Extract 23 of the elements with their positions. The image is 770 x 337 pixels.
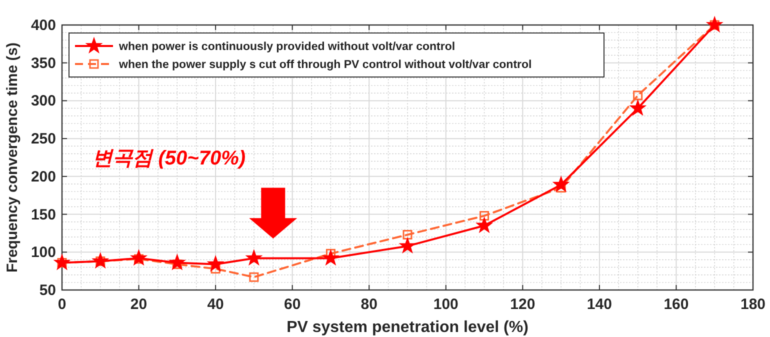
y-tick-label: 200 — [30, 168, 56, 186]
y-axis-title: Frequency convergence time (s) — [4, 42, 21, 273]
y-tick-label: 50 — [39, 282, 56, 299]
x-tick-label: 180 — [740, 296, 766, 313]
x-tick-label: 100 — [433, 296, 458, 313]
x-tick-label: 160 — [664, 296, 689, 313]
y-tick-label: 400 — [30, 17, 56, 34]
y-tick-label: 250 — [30, 130, 56, 148]
y-tick-label: 150 — [30, 206, 56, 224]
x-tick-label: 120 — [510, 296, 536, 313]
legend-label: when the power supply s cut off through PV control without volt/var control — [118, 59, 532, 71]
y-tick-label: 300 — [30, 92, 56, 110]
y-tick-label: 350 — [30, 54, 56, 72]
legend-label: when power is continuously provided without volt/var control — [118, 41, 456, 53]
x-tick-label: 140 — [586, 296, 612, 313]
x-tick-label: 0 — [58, 296, 66, 313]
x-tick-label: 60 — [284, 296, 301, 313]
x-tick-label: 80 — [360, 296, 378, 313]
x-axis-title: PV system penetration level (%) — [286, 319, 528, 336]
annotation: 변곡점 (50~70%) — [92, 147, 246, 170]
x-tick-label: 40 — [207, 296, 224, 313]
y-tick-label: 100 — [30, 244, 56, 262]
x-tick-label: 20 — [130, 296, 148, 313]
